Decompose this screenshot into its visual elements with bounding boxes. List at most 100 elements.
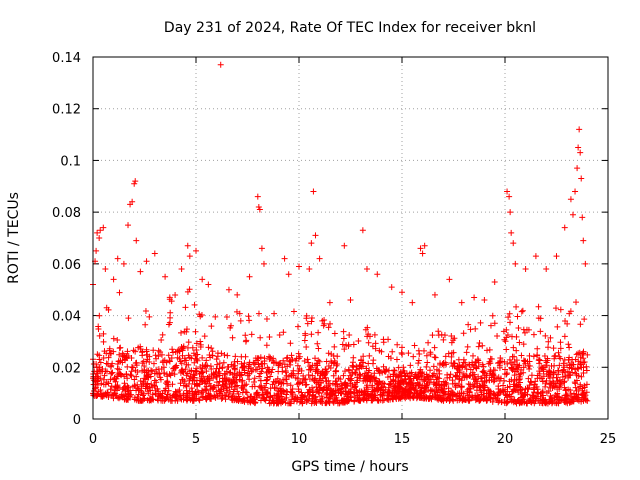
data-point bbox=[402, 376, 409, 383]
data-point bbox=[212, 313, 219, 320]
data-point bbox=[107, 376, 114, 383]
data-point bbox=[182, 382, 189, 389]
data-point bbox=[510, 240, 517, 247]
data-point bbox=[335, 400, 342, 407]
data-point bbox=[511, 372, 518, 379]
data-point bbox=[390, 378, 397, 385]
data-point bbox=[133, 397, 140, 404]
data-point bbox=[432, 373, 439, 380]
data-point bbox=[515, 381, 522, 388]
data-point bbox=[303, 343, 310, 350]
data-point bbox=[216, 370, 223, 377]
data-point bbox=[491, 278, 498, 285]
data-point bbox=[517, 370, 524, 377]
data-point bbox=[522, 266, 529, 273]
data-point bbox=[510, 344, 517, 351]
data-point bbox=[131, 180, 138, 187]
data-point bbox=[418, 392, 425, 399]
data-point bbox=[340, 328, 347, 335]
data-point bbox=[475, 363, 482, 370]
data-point bbox=[257, 334, 264, 341]
data-point bbox=[371, 377, 378, 384]
data-point bbox=[110, 276, 117, 283]
data-point bbox=[144, 385, 151, 392]
data-point bbox=[431, 344, 438, 351]
data-point bbox=[572, 370, 579, 377]
data-point bbox=[306, 266, 313, 273]
data-point bbox=[270, 355, 277, 362]
data-point bbox=[127, 371, 134, 378]
data-point bbox=[241, 367, 248, 374]
data-point bbox=[557, 345, 564, 352]
data-point bbox=[368, 391, 375, 398]
data-point bbox=[139, 352, 146, 359]
data-point bbox=[544, 400, 551, 407]
data-point bbox=[473, 358, 480, 365]
data-point bbox=[429, 332, 436, 339]
data-point bbox=[394, 374, 401, 381]
data-point bbox=[95, 325, 102, 332]
data-point bbox=[463, 374, 470, 381]
data-point bbox=[562, 392, 569, 399]
data-point bbox=[263, 377, 270, 384]
data-point bbox=[95, 388, 102, 395]
data-point bbox=[497, 388, 504, 395]
data-point bbox=[103, 360, 110, 367]
data-point bbox=[197, 338, 204, 345]
data-point bbox=[415, 360, 422, 367]
data-point bbox=[234, 291, 241, 298]
data-point bbox=[567, 196, 574, 203]
data-point bbox=[394, 381, 401, 388]
data-point bbox=[302, 332, 309, 339]
data-point bbox=[560, 360, 567, 367]
chart-title: Day 231 of 2024, Rate Of TEC Index for r… bbox=[164, 20, 536, 36]
data-point bbox=[209, 348, 216, 355]
data-point bbox=[357, 362, 364, 369]
data-point bbox=[280, 329, 287, 336]
data-point bbox=[507, 209, 514, 216]
data-point bbox=[405, 350, 412, 357]
data-point bbox=[476, 384, 483, 391]
data-point bbox=[105, 380, 112, 387]
data-point bbox=[159, 331, 166, 338]
data-point bbox=[552, 305, 559, 312]
data-point bbox=[226, 377, 233, 384]
data-point bbox=[267, 385, 274, 392]
data-point bbox=[361, 375, 368, 382]
data-point bbox=[287, 400, 294, 407]
data-point bbox=[213, 373, 220, 380]
data-point bbox=[536, 368, 543, 375]
data-point bbox=[401, 370, 408, 377]
data-point bbox=[199, 276, 206, 283]
data-point bbox=[312, 232, 319, 239]
data-point bbox=[553, 253, 560, 260]
data-point bbox=[502, 386, 509, 393]
data-point bbox=[190, 397, 197, 404]
data-point bbox=[151, 377, 158, 384]
data-point bbox=[216, 387, 223, 394]
data-point bbox=[431, 291, 438, 298]
data-point bbox=[300, 393, 307, 400]
data-point bbox=[458, 299, 465, 306]
data-point bbox=[425, 339, 432, 346]
data-point bbox=[546, 381, 553, 388]
data-point bbox=[315, 329, 322, 336]
data-point bbox=[92, 373, 99, 380]
data-point bbox=[311, 376, 318, 383]
data-point bbox=[97, 227, 104, 234]
data-point bbox=[314, 340, 321, 347]
data-point bbox=[463, 349, 470, 356]
data-point bbox=[540, 364, 547, 371]
data-point bbox=[287, 340, 294, 347]
data-point bbox=[276, 332, 283, 339]
data-point bbox=[165, 352, 172, 359]
data-point bbox=[572, 188, 579, 195]
data-point bbox=[310, 188, 317, 195]
data-point bbox=[191, 359, 198, 366]
data-point bbox=[197, 313, 204, 320]
data-point bbox=[133, 373, 140, 380]
data-point bbox=[202, 386, 209, 393]
data-point bbox=[348, 394, 355, 401]
data-point bbox=[246, 317, 253, 324]
data-point bbox=[290, 308, 297, 315]
